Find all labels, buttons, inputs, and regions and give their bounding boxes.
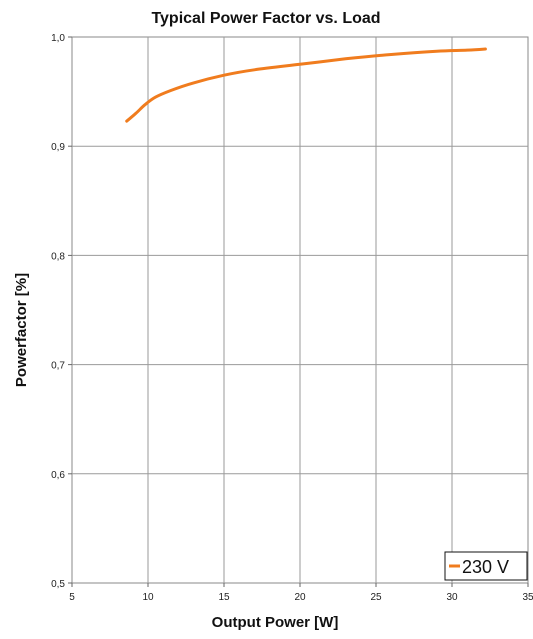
x-tick-label: 15 <box>218 592 230 603</box>
y-axis-label: Powerfactor [%] <box>13 273 30 387</box>
legend: 230 V <box>444 551 528 581</box>
y-tick-label: 0,9 <box>51 142 65 153</box>
series-line-0 <box>125 47 487 123</box>
tick-labels: 5 10 15 20 25 30 35 0,5 0,6 0,7 0,8 0,9 1,0 <box>51 33 533 603</box>
y-tick-label: 1,0 <box>51 33 65 44</box>
chart-title: Typical Power Factor vs. Load <box>151 10 380 27</box>
y-tick-label: 0,5 <box>51 579 65 590</box>
series-layer <box>125 47 487 123</box>
y-tick-label: 0,7 <box>51 361 65 372</box>
y-tick-label: 0,6 <box>51 470 65 481</box>
x-tick-label: 5 <box>69 592 75 603</box>
x-axis-label: Output Power [W] <box>212 614 339 631</box>
y-tick-label: 0,8 <box>51 251 65 262</box>
legend-label-230v: 230 V <box>462 557 509 577</box>
x-tick-label: 20 <box>294 592 306 603</box>
x-tick-label: 25 <box>370 592 382 603</box>
x-tick-label: 10 <box>142 592 154 603</box>
grid-lines <box>68 36 529 587</box>
x-tick-label: 30 <box>446 592 458 603</box>
x-tick-label: 35 <box>522 592 533 603</box>
